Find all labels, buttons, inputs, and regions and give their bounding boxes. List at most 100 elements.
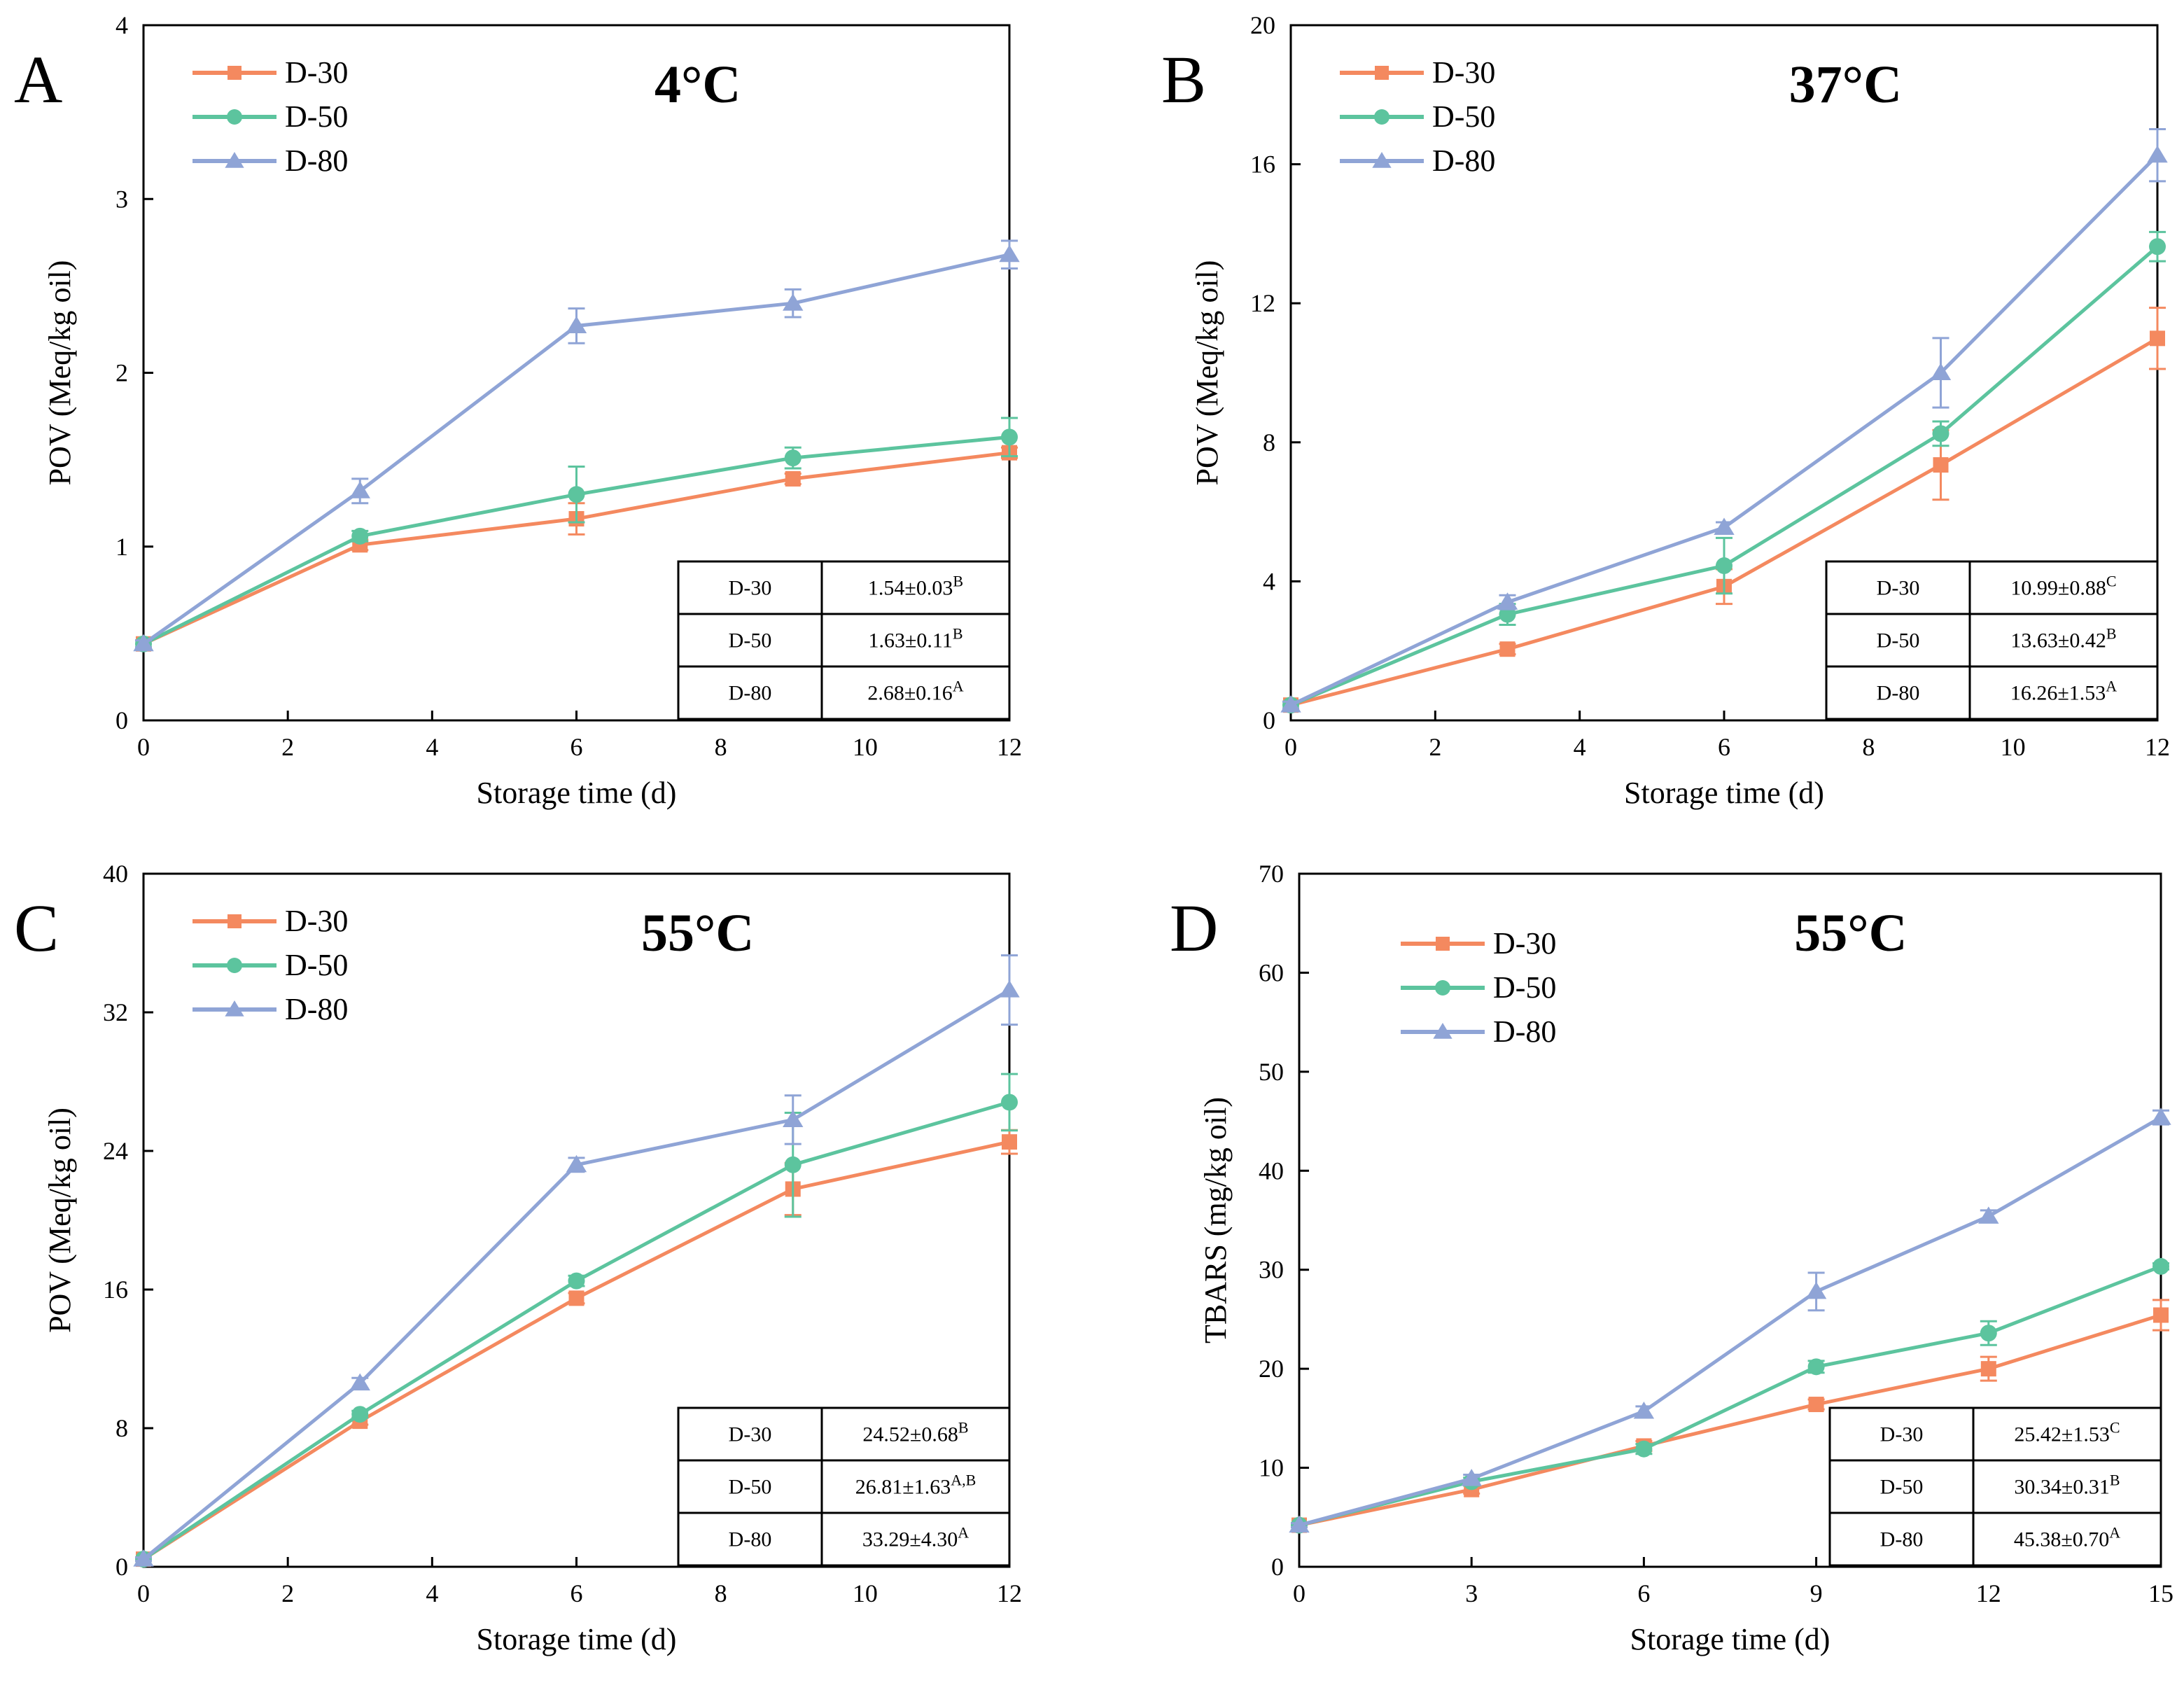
table-superscript: A (2109, 1524, 2120, 1542)
data-point (999, 980, 1020, 998)
x-tick-label: 0 (1293, 1579, 1306, 1607)
legend-entry-d-30: D-30 (1340, 55, 1495, 90)
x-tick-label: 4 (1574, 733, 1586, 761)
table-cell-label: D-30 (729, 577, 772, 600)
y-axis-label: POV (Meq/kg oil) (43, 1108, 77, 1333)
data-point (1805, 1281, 1827, 1299)
legend-marker (1375, 66, 1389, 80)
data-point (566, 316, 587, 333)
result-table: D-30 10.99±0.88C D-50 13.63±0.42B D-80 16.26±… (1825, 560, 2159, 720)
x-tick-label: 8 (715, 1579, 727, 1607)
data-point (1289, 1515, 1310, 1533)
table-superscript: B (953, 625, 963, 643)
chart-title: 37°C (1789, 55, 1902, 114)
table-cell-label: D-50 (729, 1476, 772, 1499)
x-tick-label: 4 (426, 733, 438, 761)
series-d-80 (133, 239, 1020, 652)
legend-entry-d-30: D-30 (192, 55, 348, 90)
y-tick-label: 16 (103, 1276, 128, 1304)
data-point (349, 481, 370, 498)
data-point (1001, 428, 1018, 446)
x-tick-label: 8 (1862, 733, 1875, 761)
x-axis-label: Storage time (d) (1630, 1622, 1830, 1656)
y-tick-label: 20 (1259, 1355, 1284, 1383)
data-point (1932, 425, 1949, 442)
table-cell-value: 1.63±0.11B (868, 625, 962, 652)
y-axis-label: POV (Meq/kg oil) (43, 260, 77, 486)
x-tick-label: 3 (1465, 1579, 1478, 1607)
legend-label: D-50 (285, 99, 348, 134)
legend-entry-d-30: D-30 (1401, 926, 1556, 961)
legend-entry-d-30: D-30 (192, 904, 348, 938)
table-cell-label: D-30 (729, 1423, 772, 1446)
y-tick-label: 4 (115, 11, 128, 39)
legend-label: D-30 (285, 55, 348, 90)
table-value: 33.29±4.30 (862, 1528, 958, 1551)
y-tick-label: 30 (1259, 1256, 1284, 1284)
table-cell-label: D-80 (729, 682, 772, 705)
y-tick-label: 0 (115, 1553, 128, 1581)
data-point (1930, 363, 1952, 380)
series-line (1298, 1116, 2162, 1528)
table-cell-label: D-80 (729, 1528, 772, 1551)
data-point (566, 1154, 587, 1173)
x-axis-label: Storage time (d) (1624, 776, 1824, 810)
table-value: 1.54±0.03 (868, 577, 953, 600)
legend-marker (1372, 152, 1392, 168)
chart-title: 55°C (1794, 904, 1907, 963)
data-point (1461, 1469, 1482, 1486)
table-value: 26.81±1.63 (855, 1476, 951, 1499)
table-cell-label: D-50 (1880, 1476, 1924, 1499)
y-tick-label: 4 (1263, 567, 1275, 595)
data-point (1280, 695, 1301, 713)
legend-label: D-80 (1432, 144, 1495, 178)
y-tick-label: 0 (115, 706, 128, 734)
data-point (1497, 592, 1518, 610)
data-point (1980, 1325, 1997, 1342)
table-cell-value: 25.42±1.53C (2014, 1419, 2120, 1446)
table-value: 45.38±0.70 (2014, 1528, 2109, 1551)
legend-entry-d-80: D-80 (1401, 1014, 1556, 1049)
chart-panel-b: B 0 2 4 6 8 10 12 0 4 8 12 16 20 Storage time (d) POV (… (1161, 11, 2170, 810)
data-point (1807, 1358, 1825, 1376)
data-point (351, 1406, 369, 1423)
legend-marker (227, 958, 242, 973)
x-tick-label: 6 (570, 1579, 583, 1607)
y-tick-label: 70 (1259, 860, 1284, 888)
table-cell-value: 33.29±4.30A (862, 1524, 969, 1551)
table-cell-label: D-30 (1880, 1423, 1924, 1446)
result-table: D-30 25.42±1.53C D-50 30.34±0.31B D-80 45.38±… (1828, 1406, 2162, 1567)
y-tick-label: 50 (1259, 1058, 1284, 1086)
x-tick-label: 12 (2145, 733, 2170, 761)
legend-entry-d-80: D-80 (1340, 144, 1495, 178)
legend-marker (1436, 937, 1450, 951)
x-tick-label: 12 (1976, 1579, 2001, 1607)
legend-label: D-50 (1493, 970, 1556, 1005)
table-superscript: A (2106, 678, 2117, 695)
table-superscript: B (2106, 625, 2117, 643)
table-value: 30.34±0.31 (2014, 1476, 2109, 1499)
data-point (1714, 517, 1735, 535)
legend-entry-d-80: D-80 (192, 992, 348, 1026)
data-point (1001, 1094, 1018, 1111)
series-d-80 (133, 954, 1020, 1567)
table-border (677, 560, 1011, 720)
table-cell-value: 30.34±0.31B (2014, 1472, 2120, 1499)
x-tick-label: 10 (2001, 733, 2026, 761)
y-tick-label: 40 (103, 860, 128, 888)
panel-label: B (1161, 42, 1206, 117)
table-superscript: A,B (951, 1472, 976, 1489)
table-cell-label: D-50 (729, 629, 772, 652)
y-axis-label: TBARS (mg/kg oil) (1198, 1097, 1233, 1343)
table-cell-value: 13.63±0.42B (2010, 625, 2116, 652)
series-line (1298, 1313, 2162, 1528)
data-point (783, 1110, 804, 1127)
x-tick-label: 2 (281, 1579, 294, 1607)
y-tick-label: 20 (1250, 11, 1275, 39)
chart-title: 55°C (641, 904, 754, 963)
legend-label: D-30 (285, 904, 348, 938)
x-tick-label: 0 (137, 1579, 150, 1607)
data-point (568, 486, 585, 503)
table-value: 10.99±0.88 (2010, 577, 2106, 600)
